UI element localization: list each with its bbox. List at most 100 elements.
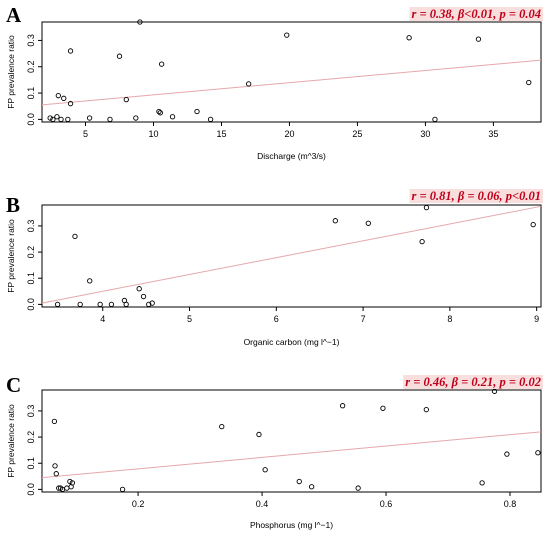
data-point [246,81,252,87]
regression-line [41,205,542,304]
data-point [423,204,430,211]
plot-frame [41,204,542,308]
data-point [194,108,200,115]
data-point [58,116,64,123]
data-point [116,53,123,59]
x-tick-label: 8 [447,314,452,324]
x-axis-title: Organic carbon (mg l^−1) [244,337,340,347]
data-point [61,95,67,101]
data-point [97,301,103,308]
y-tick-label: 0.3 [26,405,36,418]
data-point [526,79,532,86]
data-point [53,471,59,477]
data-point [308,484,315,490]
stats-annotation: r = 0.81, β = 0.06, p<0.01 [411,189,541,203]
data-point [107,116,113,123]
data-point [54,114,60,120]
data-point [406,35,412,41]
data-point [146,301,152,308]
x-tick-label: 6 [274,314,279,324]
data-point [149,300,155,306]
y-tick-label: 0.0 [26,483,36,496]
y-axis-title: FP prevalence ratio [6,219,16,293]
x-tick-label: 7 [361,314,366,324]
x-tick-label: 0.6 [380,499,393,509]
data-point [432,116,438,123]
data-point [380,405,386,411]
x-tick-label: 9 [534,314,539,324]
data-point [65,116,71,123]
data-point [504,451,510,457]
data-point [332,218,338,224]
data-point [133,115,139,121]
y-axis-title: FP prevalence ratio [6,404,16,478]
data-point [479,480,485,486]
x-tick-label: 25 [352,129,362,139]
panel-label: B [6,193,20,217]
data-point [491,388,498,394]
regression-line [41,431,542,479]
x-tick-label: 5 [83,129,88,139]
data-point [169,114,176,120]
data-point [140,293,147,300]
data-point [423,406,429,413]
x-tick-label: 15 [216,129,226,139]
data-point [207,116,214,123]
y-tick-label: 0.3 [26,220,36,233]
data-point [54,301,61,308]
data-point [52,463,58,469]
data-point [47,115,53,121]
stats-annotation-background [409,7,543,21]
y-tick-label: 0.1 [26,457,36,470]
panel-label: A [6,3,22,27]
data-point [72,233,78,240]
panel-label: C [6,373,21,397]
chart-panel-b: 4 5 6 7 8 9 0.0 0.1 0.2 0.3 FP prevalence ratio Org… [6,189,543,347]
y-tick-label: 0.2 [26,60,36,73]
data-point [86,115,93,121]
x-tick-label: 4 [100,314,105,324]
data-point [137,19,143,25]
x-tick-label: 30 [420,129,430,139]
x-axis-title: Discharge (m^3/s) [257,151,326,161]
plot-frame [41,21,542,123]
x-axis-title: Phosphorus (mg l^−1) [250,520,333,530]
x-tick-label: 10 [148,129,158,139]
data-point [50,116,56,123]
data-point [119,486,126,493]
data-point [296,478,302,485]
data-point [475,36,482,42]
x-tick-label: 0.8 [504,499,517,509]
data-point [530,221,536,228]
data-point [256,431,262,438]
data-point [535,450,541,456]
data-point [157,110,163,116]
data-point [284,32,290,38]
data-point [67,100,74,107]
data-point [159,61,165,67]
data-point [355,485,361,491]
data-point [156,108,162,115]
data-point [67,48,74,54]
data-point [55,93,61,99]
data-point [64,485,70,491]
chart-panel-a: 5 10 15 20 25 30 35 0.0 0.1 0.2 0.3 FP prevalence r… [6,3,543,161]
stats-annotation: r = 0.46, β = 0.21, p = 0.02 [405,375,541,389]
data-point [87,278,93,284]
stats-annotation-background [409,189,543,203]
data-point [262,467,268,473]
x-tick-label: 5 [187,314,192,324]
y-tick-label: 0.0 [26,113,36,126]
data-point [419,238,425,245]
y-tick-label: 0.1 [26,87,36,100]
y-tick-label: 0.1 [26,272,36,285]
chart-panel-c: 0.2 0.4 0.6 0.8 0.0 0.1 0.2 0.3 FP prevalence ra… [6,373,543,530]
data-point [123,96,129,103]
x-tick-label: 0.2 [132,499,145,509]
data-point [108,301,115,308]
data-point [339,403,346,409]
stats-annotation: r = 0.38, β<0.01, p = 0.04 [411,7,541,21]
x-tick-label: 35 [488,129,498,139]
y-axis-title: FP prevalence ratio [6,35,16,109]
